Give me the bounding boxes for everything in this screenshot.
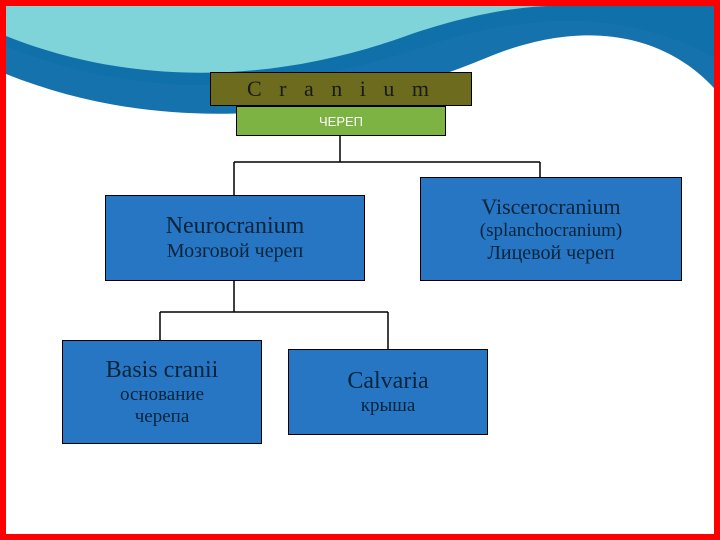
node-line: Neurocranium: [166, 213, 305, 240]
node-line: Basis cranii: [106, 357, 219, 384]
node-calvaria: Calvaria крыша: [288, 349, 488, 435]
node-line: (splanchocranium): [480, 220, 622, 242]
node-basis-cranii: Basis cranii основание черепа: [62, 340, 262, 444]
node-line: черепа: [135, 406, 190, 428]
root-node-title: C r a n i u m: [210, 72, 472, 106]
node-neurocranium: Neurocranium Мозговой череп: [105, 195, 365, 281]
root-node-subtitle: ЧЕРЕП: [236, 106, 446, 136]
node-line: крыша: [361, 395, 416, 417]
node-viscerocranium: Viscerocranium (splanchocranium) Лицевой…: [420, 177, 682, 281]
node-line: основание: [120, 384, 204, 406]
node-line: Viscerocranium: [481, 194, 620, 220]
node-line: Мозговой череп: [167, 240, 303, 263]
root-subtitle-text: ЧЕРЕП: [319, 114, 363, 129]
node-line: Лицевой череп: [487, 242, 614, 265]
node-line: Calvaria: [347, 368, 428, 395]
root-title-text: C r a n i u m: [247, 76, 435, 102]
